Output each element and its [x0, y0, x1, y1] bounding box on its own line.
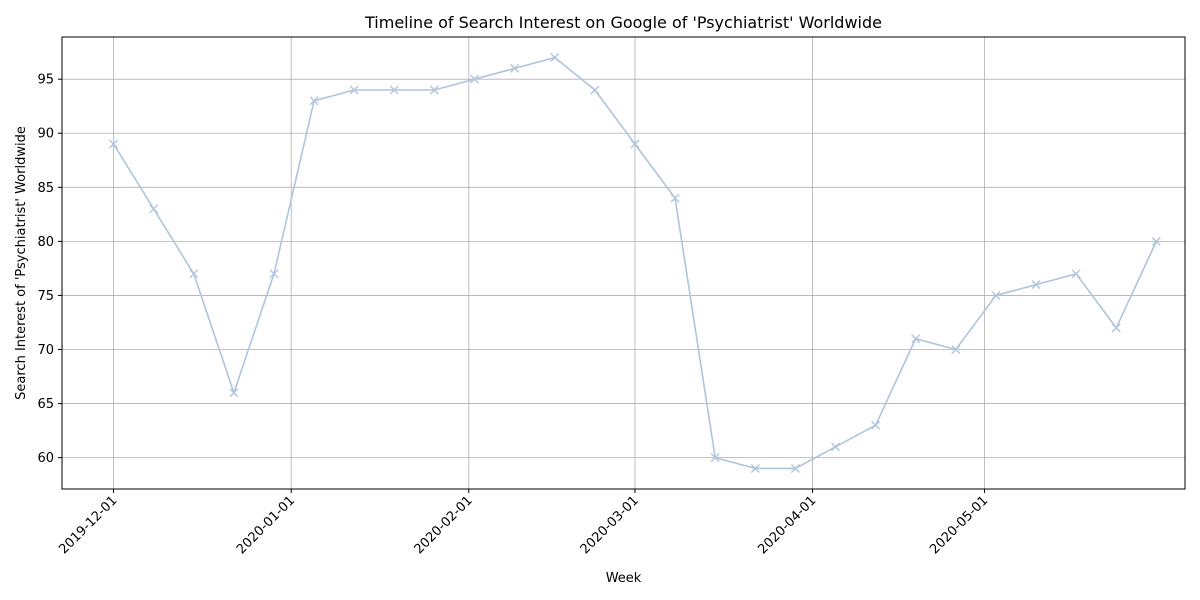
data-point-marker [590, 85, 600, 95]
data-point-marker [871, 420, 881, 430]
y-tick-label: 60 [37, 451, 54, 466]
data-point-marker [349, 85, 359, 95]
data-point-marker [269, 269, 279, 279]
data-point-marker [630, 139, 640, 149]
data-point-marker [1071, 269, 1081, 279]
data-point-marker [309, 96, 319, 106]
data-point-marker [1111, 323, 1121, 333]
data-point-marker [189, 269, 199, 279]
data-point-marker [229, 388, 239, 398]
data-point-marker [951, 345, 961, 355]
y-tick-label: 70 [37, 343, 54, 358]
y-tick-label: 90 [37, 127, 54, 142]
y-tick-label: 95 [37, 73, 54, 88]
data-point-marker [550, 53, 560, 63]
data-point-marker [149, 204, 159, 214]
data-point-marker [389, 85, 399, 95]
data-point-marker [1031, 280, 1041, 290]
data-point-marker [830, 442, 840, 452]
data-point-marker [790, 463, 800, 473]
data-point-marker [1151, 236, 1161, 246]
data-point-marker [670, 193, 680, 203]
chart-title: Timeline of Search Interest on Google of… [364, 13, 882, 32]
y-axis-title: Search Interest of 'Psychiatrist' Worldw… [14, 126, 29, 400]
data-point-marker [429, 85, 439, 95]
data-point-marker [109, 139, 119, 149]
data-point-marker [470, 74, 480, 84]
y-tick-label: 75 [37, 289, 54, 304]
data-point-marker [510, 63, 520, 73]
data-point-marker [710, 453, 720, 463]
plot-area-frame [61, 36, 1186, 490]
y-tick-label: 85 [37, 181, 54, 196]
x-axis-title: Week [606, 571, 642, 586]
series-layer [109, 53, 1161, 473]
data-point-marker [991, 290, 1001, 300]
data-point-marker [750, 463, 760, 473]
data-point-marker [911, 334, 921, 344]
y-tick-label: 80 [37, 235, 54, 250]
y-tick-label: 65 [37, 397, 54, 412]
